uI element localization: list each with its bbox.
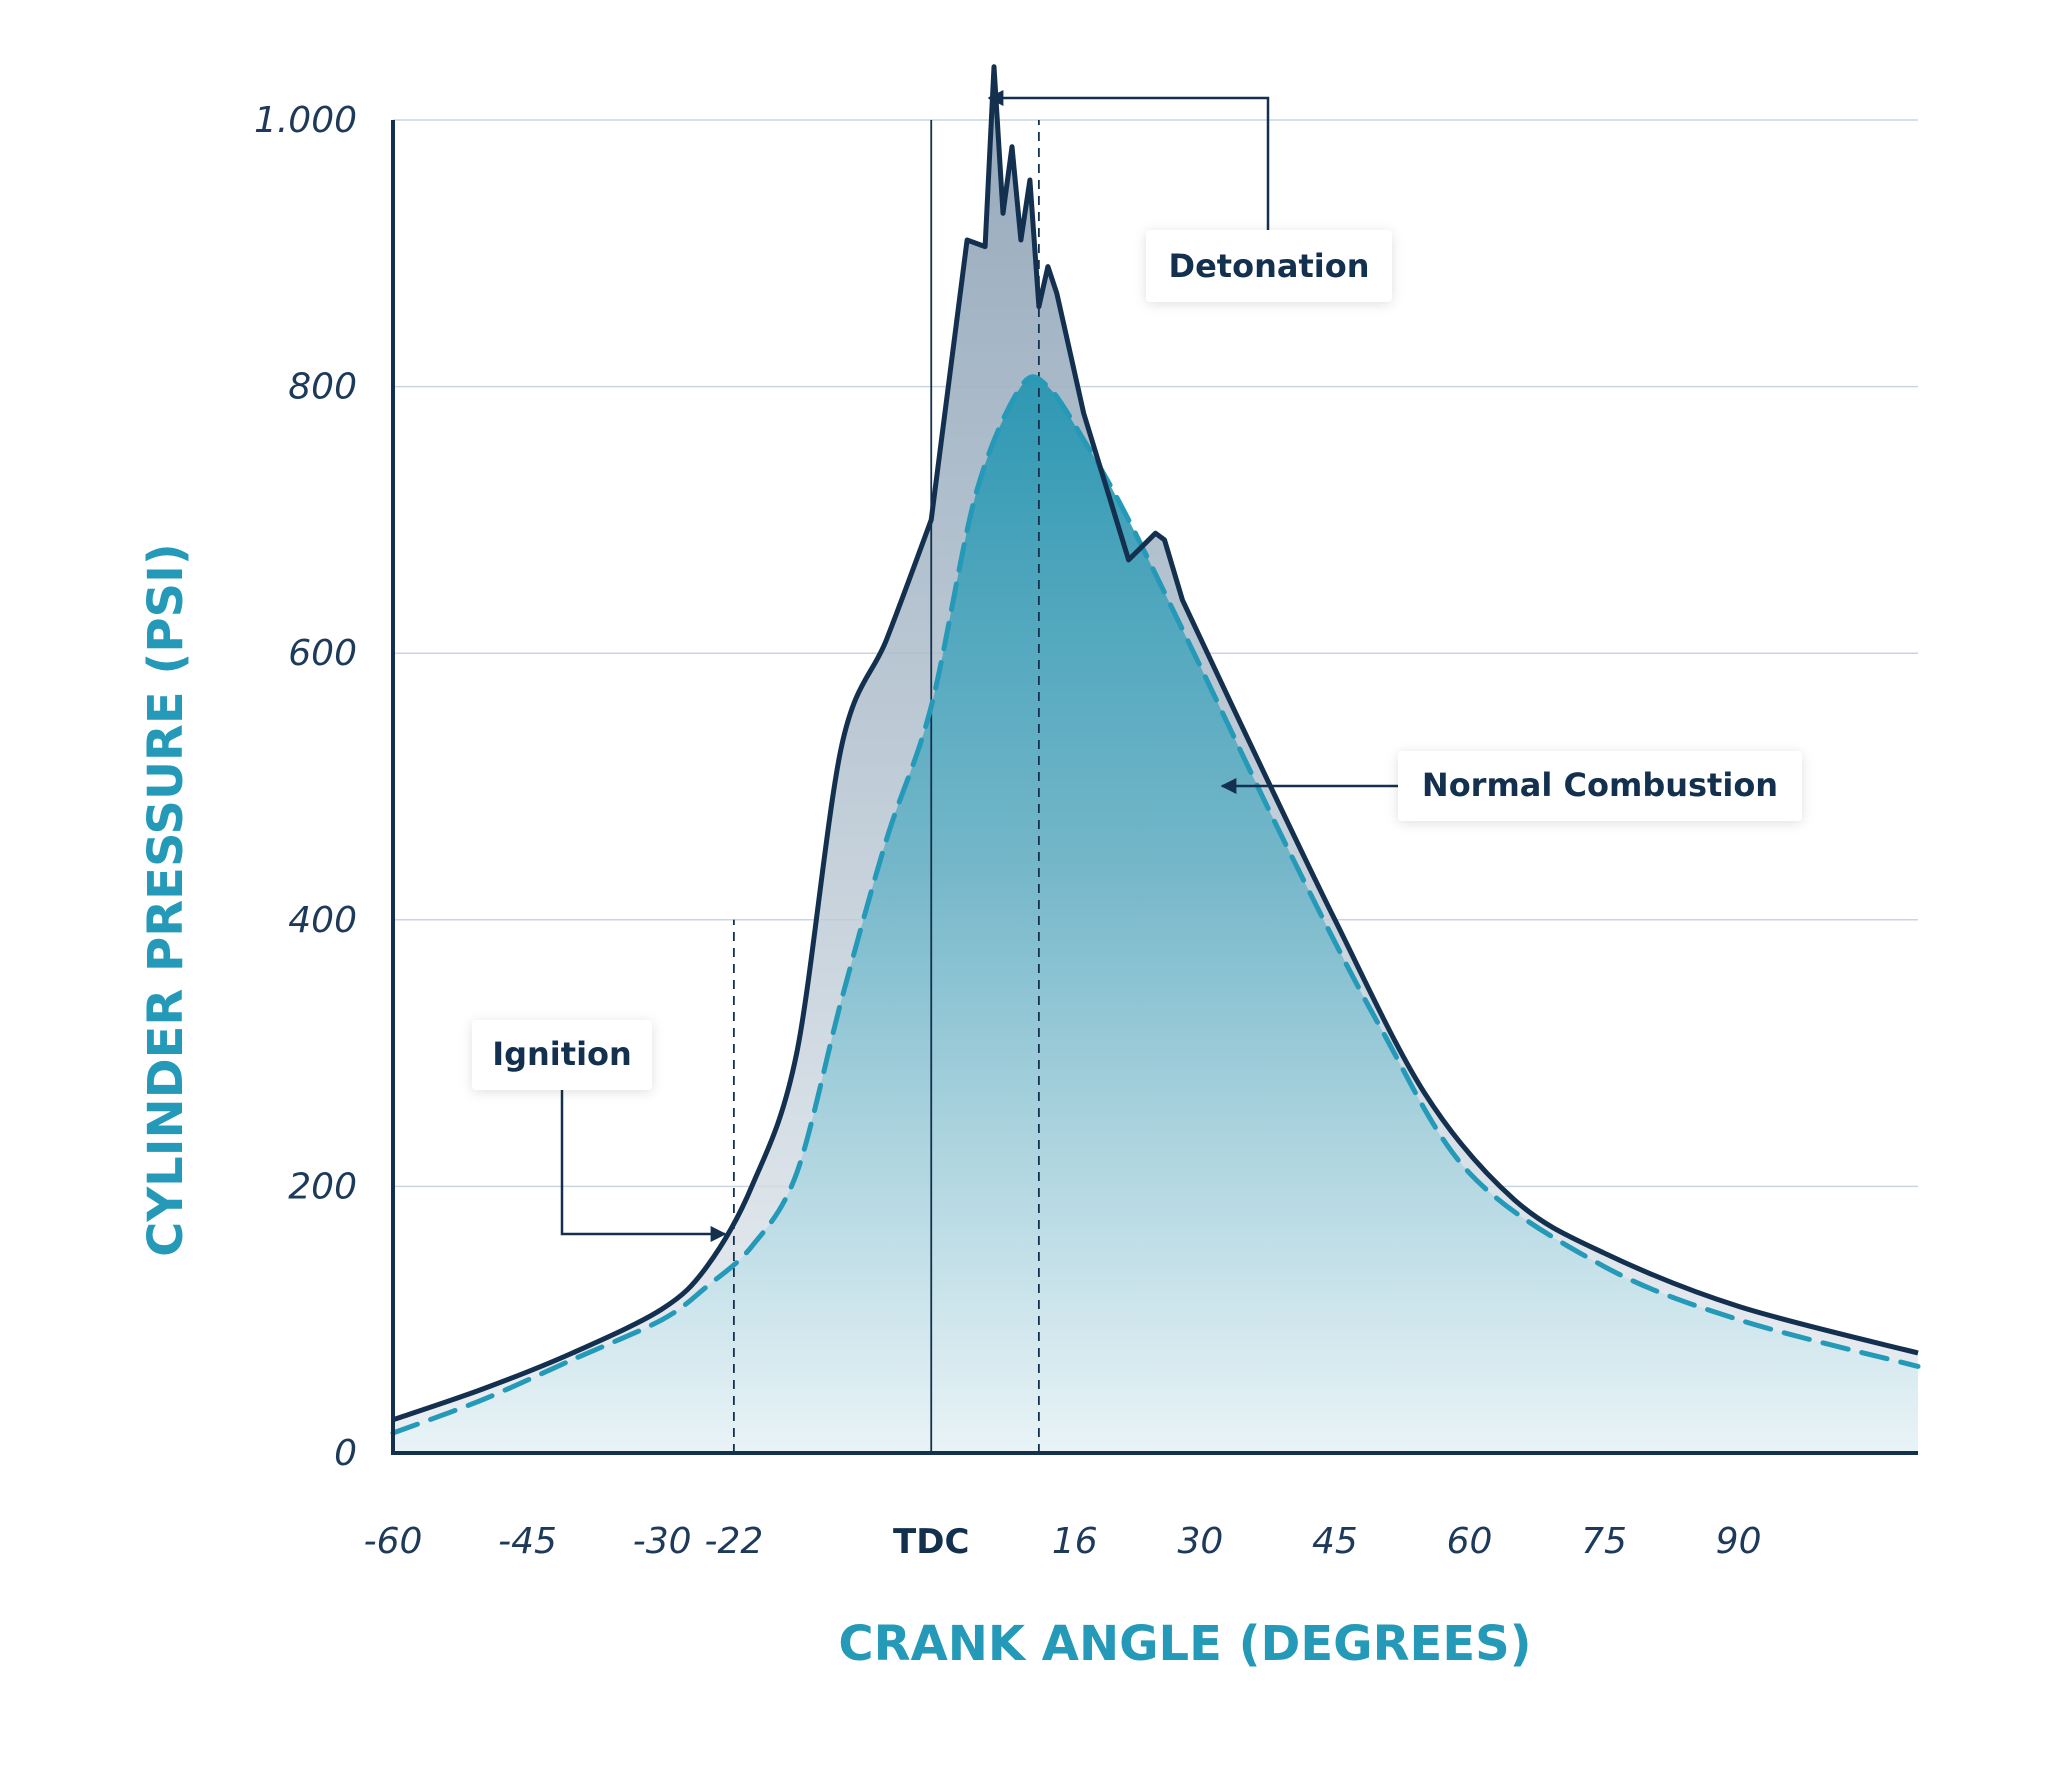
ignition-leader-line bbox=[560, 1090, 727, 1242]
curve-areas bbox=[393, 66, 1918, 1454]
x-tick-label-8: 60 bbox=[1447, 1521, 1493, 1562]
x-tick-label-1: -45 bbox=[498, 1521, 557, 1562]
y-tick-label-3: 600 bbox=[288, 633, 357, 674]
x-tick-label-6: 30 bbox=[1177, 1521, 1223, 1562]
y-tick-label-0: 0 bbox=[334, 1433, 357, 1474]
x-axis-title: CRANK ANGLE (DEGREES) bbox=[838, 1616, 1531, 1672]
detonation-leader-line bbox=[987, 90, 1270, 230]
x-tick-label-0: -60 bbox=[364, 1521, 423, 1562]
x-tick-label-3: -22 bbox=[704, 1521, 763, 1562]
x-tick-label-7: 45 bbox=[1312, 1521, 1358, 1562]
curve-lines bbox=[390, 64, 1921, 1436]
normal-combustion-area bbox=[393, 376, 1918, 1453]
x-tick-labels: -60 -45 -30 -22 TDC 16 30 45 60 75 90 bbox=[364, 1521, 1762, 1562]
ignition-label: Ignition bbox=[492, 1035, 632, 1073]
y-tick-label-2: 400 bbox=[288, 900, 357, 941]
axes bbox=[391, 120, 1918, 1455]
y-tick-label-4: 800 bbox=[288, 367, 357, 408]
reference-lines bbox=[732, 120, 1040, 1453]
ignition-callout: Ignition bbox=[472, 1020, 727, 1242]
y-tick-label-5: 1.000 bbox=[254, 100, 357, 141]
x-tick-label-4: TDC bbox=[893, 1522, 969, 1562]
y-tick-label-1: 200 bbox=[288, 1166, 357, 1207]
x-tick-label-10: 90 bbox=[1716, 1521, 1762, 1562]
x-tick-label-5: 16 bbox=[1052, 1521, 1098, 1562]
detonation-callout: Detonation bbox=[987, 90, 1392, 302]
x-tick-label-2: -30 bbox=[633, 1521, 692, 1562]
y-tick-labels: 0 200 400 600 800 1.000 bbox=[254, 100, 357, 1474]
y-axis-title: CYLINDER PRESSURE (PSI) bbox=[138, 543, 194, 1257]
detonation-label-box bbox=[1146, 230, 1392, 302]
x-tick-label-9: 75 bbox=[1581, 1521, 1627, 1562]
normal-combustion-label: Normal Combustion bbox=[1422, 766, 1778, 804]
normal-combustion-label-box bbox=[1398, 751, 1802, 821]
detonation-label: Detonation bbox=[1169, 247, 1370, 285]
ignition-label-box bbox=[472, 1020, 652, 1090]
detonation-line bbox=[392, 64, 1919, 1423]
normal-combustion-callout: Normal Combustion bbox=[1220, 751, 1802, 821]
